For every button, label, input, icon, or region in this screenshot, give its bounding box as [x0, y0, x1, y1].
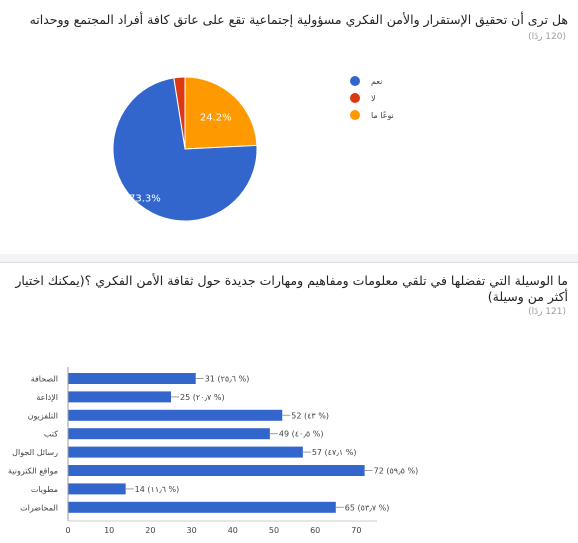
legend-label: لا	[371, 94, 376, 103]
category-label: مواقع الكترونية	[8, 467, 58, 476]
data-label: 57 (٤٧٫١ %)	[312, 448, 357, 457]
category-label: مطويات	[31, 485, 58, 494]
pie-slice-0	[112, 77, 258, 222]
x-tick-label: 20	[145, 526, 155, 535]
bar	[68, 428, 270, 440]
response-count: (120 ردًا)	[528, 32, 566, 42]
question-card-2: ما الوسيلة التي تفضلها في تلقي معلومات و…	[0, 262, 578, 542]
question-title-line-1: ما الوسيلة التي تفضلها في تلقي معلومات و…	[15, 273, 568, 288]
pie-slice-label: 73.3%	[129, 194, 161, 205]
question-card-1: هل ترى أن تحقيق الإستقرار والأمن الفكري …	[0, 0, 578, 254]
legend-label: نوعًا ما	[371, 111, 394, 120]
category-label: الصحافة	[31, 375, 58, 384]
category-label: الإذاعة	[36, 393, 58, 403]
card-separator	[0, 254, 578, 262]
x-tick-label: 60	[310, 526, 320, 535]
legend-label: نعم	[371, 77, 382, 86]
category-label: رسائل الجوال	[12, 448, 58, 457]
response-count: (121 ردًا)	[528, 307, 566, 317]
pie-slice-2	[184, 76, 258, 150]
data-label: 65 (٥٣٫٧ %)	[345, 503, 390, 512]
data-label: 49 (٤٠٫٥ %)	[279, 430, 324, 439]
legend-marker	[350, 93, 360, 103]
bar-chart: الصحافة 31 (٢٥٫٦ %) الإذاعة 25 (٢٠٫٧ %) التل…	[8, 367, 419, 535]
bar	[68, 409, 283, 421]
x-tick-label: 0	[65, 526, 70, 535]
bar	[68, 483, 126, 495]
x-tick-label: 30	[187, 526, 197, 535]
data-label: 52 (٤٣ %)	[291, 411, 329, 420]
bar	[68, 373, 196, 384]
pie-chart: 24.2% 73.3% نعم لا نوعًا ما	[112, 76, 394, 222]
bar	[68, 446, 303, 458]
category-label: كتب	[44, 430, 58, 439]
x-tick-label: 10	[104, 526, 114, 535]
bar	[68, 391, 171, 403]
question-title: هل ترى أن تحقيق الإستقرار والأمن الفكري …	[29, 12, 568, 27]
x-tick-label: 40	[228, 526, 238, 535]
x-tick-label: 50	[269, 526, 279, 535]
pie-slice-label: 24.2%	[200, 113, 232, 124]
category-label: التلفزيون	[28, 411, 58, 420]
legend-marker	[350, 110, 360, 120]
x-tick-label: 70	[351, 526, 361, 535]
bar	[68, 501, 336, 513]
category-label: المحاضرات	[20, 503, 58, 512]
bar	[68, 465, 365, 476]
legend-marker	[350, 76, 360, 86]
data-label: 14 (١١٫٦ %)	[135, 485, 180, 494]
data-label: 25 (٢٠٫٧ %)	[180, 393, 225, 402]
data-label: 31 (٢٥٫٦ %)	[205, 375, 250, 384]
data-label: 72 (٥٩٫٥ %)	[374, 467, 419, 476]
question-title-line-2: أكثر من وسيلة)	[487, 289, 568, 304]
